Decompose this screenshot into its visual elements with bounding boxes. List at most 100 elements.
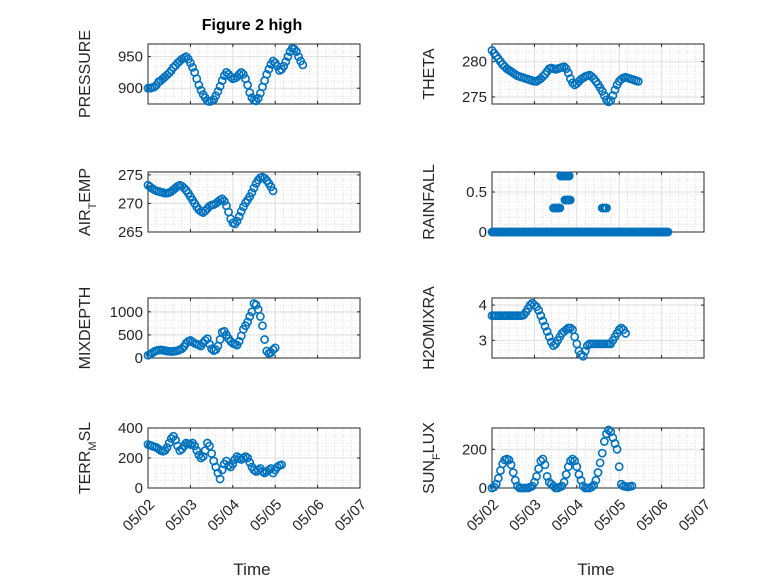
data-point [188,62,197,72]
data-point [190,441,200,451]
data-point [572,462,582,472]
y-tick-label: 4 [479,297,487,314]
data-point [196,85,206,95]
y-tick-label: 200 [118,450,143,467]
data-point [540,460,550,470]
y-axis-label: PRESSURE [77,30,94,118]
data-point [219,196,229,206]
data-point [616,323,626,333]
data-point [549,341,558,351]
data-point [205,339,214,349]
data-point [255,312,265,321]
pressure-axes: 900 950 PRESSURE [77,30,361,118]
data-point [270,343,280,353]
data-point [234,212,244,221]
data-point [544,332,554,342]
data-point [238,69,248,79]
data-point [566,456,575,466]
data-point [226,72,236,82]
y-axis-label-subscript: M [87,441,99,450]
data-point [564,171,574,181]
y-tick-label: 275 [118,167,143,184]
data-point [264,64,274,74]
data-point [561,325,571,335]
data-point [149,82,159,92]
data-point [532,471,541,481]
y-axis-label-rest: LUX [421,422,438,453]
data-point [192,446,202,455]
axes-box [147,171,361,233]
data-point [593,468,603,477]
data-point [506,460,516,470]
data-point [621,328,630,338]
data-point [599,91,609,100]
data-point [663,227,673,237]
data-point [587,482,597,492]
data-point [211,91,221,101]
data-point [566,323,575,333]
data-point [243,317,253,327]
data-point [260,173,269,183]
data-point [251,300,261,310]
y-tick-label: 400 [118,420,143,437]
axes-box [147,297,361,359]
y-axis-label: MIXDEPTH [77,287,94,370]
data-point [614,325,624,335]
x-axis-label-left: Time [233,560,270,579]
y-tick-label: 0.5 [466,184,487,201]
data-point [245,312,255,321]
data-point [599,437,609,446]
chart-title: Figure 2 high [202,17,302,34]
data-point [258,321,267,331]
data-point [504,455,514,465]
data-point [612,444,622,454]
data-point [534,305,544,315]
y-axis-label: RAINFALL [421,164,438,240]
data-point [247,188,257,197]
data-point [591,475,601,485]
data-point [493,473,503,483]
y-axis-label-subscript: F [431,453,443,460]
data-point [245,458,255,467]
data-point [508,468,518,477]
data-point [262,69,272,79]
data-point [243,80,253,90]
data-point [281,57,291,67]
y-axis-label-subscript: T [87,202,99,209]
y-axis-label-rest: EMP [77,168,94,203]
axes-box [491,427,705,489]
data-point [253,93,263,103]
data-point [268,186,278,196]
data-point [202,334,212,344]
data-point [534,464,544,474]
data-point [589,480,599,490]
data-point [566,74,575,83]
data-point [283,52,293,62]
data-point [243,453,253,463]
data-point [542,327,552,336]
data-point [595,458,605,468]
y-axis-label: AIRTEMP [77,168,99,236]
h2omixra-axes: 3 4 H2OMIXRA [421,286,705,370]
data-point [205,441,214,451]
data-point [298,60,308,70]
y-tick-label: 200 [462,441,487,458]
data-point [538,316,548,326]
data-point [294,52,303,62]
y-tick-label: 275 [462,89,487,106]
data-point [604,425,613,435]
data-point [587,72,597,81]
data-point [277,460,286,470]
data-point [232,216,242,226]
y-axis-label: TERRMSL [77,422,99,494]
data-point [597,86,607,96]
data-point [606,96,616,105]
data-point [245,88,255,98]
data-point [602,203,611,213]
rainfall-axes: 0 0.5 RAINFALL [421,164,705,241]
data-point [568,454,577,464]
theta-axes: 275 280 THETA [421,43,705,107]
data-point [162,443,172,452]
y-tick-label: 500 [118,327,143,344]
